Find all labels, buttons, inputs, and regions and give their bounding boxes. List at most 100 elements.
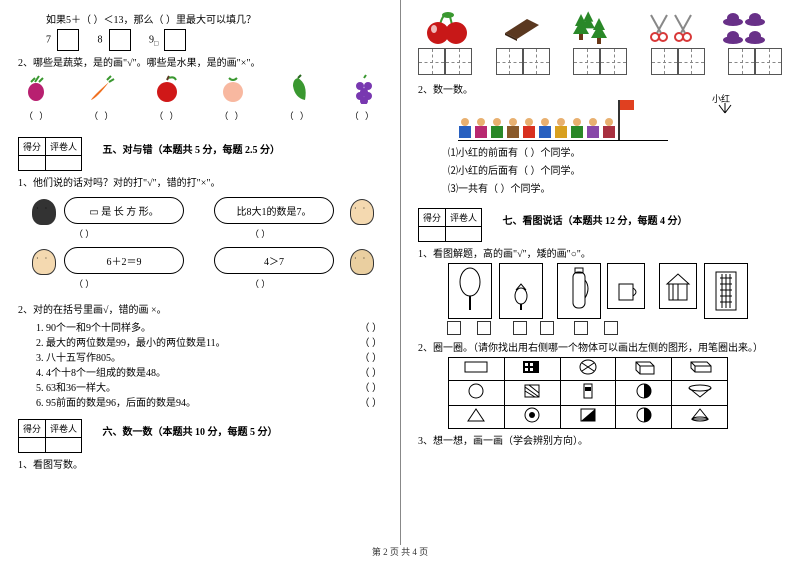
grape-icon	[346, 72, 382, 106]
queue-area: 小红	[458, 100, 782, 141]
gridbox-row	[418, 48, 782, 78]
score-cell: 得分	[19, 420, 46, 438]
grid-cell	[616, 381, 672, 406]
q2: 2、哪些是蔬菜，是的画"√"。哪些是水果，是的画"×"。	[18, 54, 382, 69]
grid-cell	[672, 381, 728, 406]
bubble-4: 4＞7	[214, 247, 334, 274]
kid-icon	[458, 118, 472, 140]
section-5-title: 五、对与错（本题共 5 分，每题 2.5 分）	[103, 141, 281, 156]
q-line: ⑴小红的前面有（ ）个同学。	[448, 144, 782, 159]
grid-cell	[616, 358, 672, 381]
tf-item: 5. 63和36一样大。	[36, 379, 116, 394]
tree-short-panel	[499, 263, 543, 319]
top-icons-row	[418, 11, 782, 45]
bubble-2: 比8大1的数是7。	[214, 197, 334, 224]
face-icon	[32, 199, 56, 225]
score-cell: 得分	[419, 209, 446, 227]
grid-cell	[504, 358, 560, 381]
pepper-icon	[280, 72, 316, 106]
tf-item: 2. 最大的两位数是99，最小的两位数是11。	[36, 334, 226, 349]
tf-list: 1. 90个一和9个十同样多。（ ） 2. 最大的两位数是99，最小的两位数是1…	[36, 319, 382, 409]
q7-3: 3、想一想，画一画（学会辨别方向）。	[418, 432, 782, 447]
kid-icon	[602, 118, 616, 140]
kid-icon	[538, 118, 552, 140]
section-7-title: 七、看图说话（本题共 12 分，每题 4 分）	[503, 212, 688, 227]
kid-icon	[522, 118, 536, 140]
grid-cell	[672, 406, 728, 429]
grid-cell	[672, 358, 728, 381]
grid-cell	[616, 406, 672, 429]
house-short-panel	[659, 263, 697, 309]
fruit-paren-row: （ ）（ ）（ ）（ ）（ ）（ ）	[18, 109, 382, 122]
answer-box	[57, 29, 79, 51]
q-line: ⑵小红的后面有（ ）个同学。	[448, 162, 782, 177]
tf-item: 4. 4个十8个一组成的数是48。	[36, 364, 166, 379]
kid-icon	[506, 118, 520, 140]
kid-icon	[490, 118, 504, 140]
bubble-3: 6＋2＝9	[64, 247, 184, 274]
q7-2: 2、圈一圈。（请你找出用右侧哪一个物体可以画出左侧的图形，用笔圈出来。）	[418, 339, 782, 354]
score-table: 得分评卷人	[18, 137, 82, 171]
q7-1: 1、看图解题，高的画"√"，矮的画"○"。	[418, 245, 782, 260]
face-icon	[350, 249, 374, 275]
kid-icon	[586, 118, 600, 140]
q6-1: 1、看图写数。	[18, 456, 382, 471]
number-boxes-row: 7 8 9□	[46, 29, 382, 51]
building-tall-panel	[704, 263, 748, 319]
q-line: ⑶一共有（ ）个同学。	[448, 180, 782, 195]
grid-cell	[504, 406, 560, 429]
marker-cell: 评卷人	[46, 138, 82, 156]
score-table: 得分评卷人	[18, 419, 82, 453]
carrot-icon	[84, 72, 120, 106]
cup-short-panel	[607, 263, 645, 309]
score-table: 得分评卷人	[418, 208, 482, 242]
flag-icon	[618, 100, 638, 140]
tree-tall-panel	[448, 263, 492, 319]
grid-cell	[560, 406, 616, 429]
kid-icon	[570, 118, 584, 140]
peach-icon	[215, 72, 251, 106]
score-cell: 得分	[19, 138, 46, 156]
num-7: 7	[46, 34, 51, 45]
checkbox-row	[446, 321, 782, 335]
kid-icon	[474, 118, 488, 140]
chocolate-icon	[499, 11, 543, 45]
section-6-title: 六、数一数（本题共 10 分，每题 5 分）	[103, 423, 278, 438]
kid-icon	[554, 118, 568, 140]
grid-cell	[560, 381, 616, 406]
bubble-area: ▭ 是 长 方 形。 比8大1的数是7。 （ ） （ ） 6＋2＝9 4＞7 （…	[18, 193, 382, 298]
face-icon	[350, 199, 374, 225]
scissors-icon	[648, 11, 696, 45]
trees-icon	[567, 11, 623, 45]
answer-box	[164, 29, 186, 51]
page-footer: 第 2 页 共 4 页	[0, 545, 800, 558]
grid-cell	[560, 358, 616, 381]
fruit-row	[18, 72, 382, 106]
grid-cell	[449, 406, 505, 429]
marker-cell: 评卷人	[446, 209, 482, 227]
q5-2: 2、对的在括号里画√，错的画 ×。	[18, 301, 382, 316]
grid-cell	[449, 358, 505, 381]
tf-item: 3. 八十五写作805。	[36, 349, 121, 364]
queue-questions: ⑴小红的前面有（ ）个同学。 ⑵小红的后面有（ ）个同学。 ⑶一共有（ ）个同学…	[448, 144, 782, 195]
bubble-1: ▭ 是 长 方 形。	[64, 197, 184, 224]
column-divider	[400, 0, 401, 545]
left-column: 如果5＋（ ）＜13，那么（ ）里最大可以填几？ 7 8 9□ 2、哪些是蔬菜，…	[0, 0, 400, 545]
tf-item: 1. 90个一和9个十同样多。	[36, 319, 151, 334]
face-icon	[32, 249, 56, 275]
tf-item: 6. 95前面的数是96，后面的数是94。	[36, 394, 196, 409]
cherry-icon	[418, 11, 474, 45]
radish-icon	[18, 72, 54, 106]
shape-match-grid	[448, 357, 728, 429]
answer-box	[109, 29, 131, 51]
q-top: 如果5＋（ ）＜13，那么（ ）里最大可以填几？	[46, 11, 382, 26]
hats-icon	[720, 11, 782, 45]
q5-1: 1、他们说的话对吗？对的打"√"，错的打"×"。	[18, 174, 382, 189]
marker-cell: 评卷人	[46, 420, 82, 438]
height-compare-row	[446, 263, 782, 319]
grid-cell	[449, 381, 505, 406]
apple-icon	[149, 72, 185, 106]
grid-cell	[504, 381, 560, 406]
right-column: 2、数一数。 小红 ⑴小红的前面有（ ）个同学。 ⑵小红的后面有（	[400, 0, 800, 545]
num-8: 8	[98, 34, 103, 45]
